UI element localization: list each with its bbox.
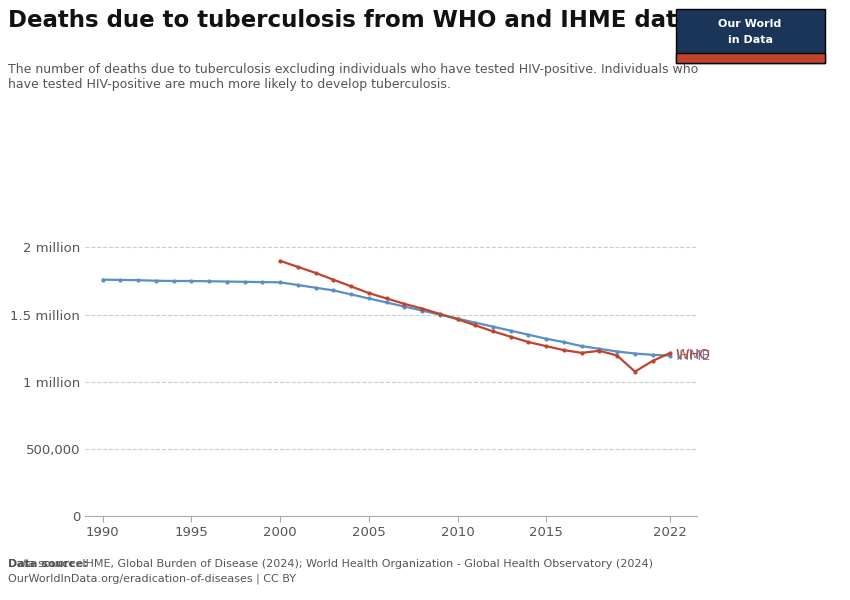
Text: IHME: IHME: [676, 349, 711, 362]
Text: OurWorldInData.org/eradication-of-diseases | CC BY: OurWorldInData.org/eradication-of-diseas…: [8, 573, 297, 583]
Text: Data source: IHME, Global Burden of Disease (2024); World Health Organization - : Data source: IHME, Global Burden of Dise…: [8, 559, 654, 569]
Text: Our World: Our World: [718, 19, 782, 29]
Text: The number of deaths due to tuberculosis excluding individuals who have tested H: The number of deaths due to tuberculosis…: [8, 63, 699, 76]
Text: Deaths due to tuberculosis from WHO and IHME data, World: Deaths due to tuberculosis from WHO and …: [8, 9, 785, 32]
Text: have tested HIV-positive are much more likely to develop tuberculosis.: have tested HIV-positive are much more l…: [8, 78, 451, 91]
Text: Data source:: Data source:: [8, 559, 88, 569]
Text: WHO: WHO: [676, 348, 711, 362]
Text: in Data: in Data: [728, 35, 773, 46]
